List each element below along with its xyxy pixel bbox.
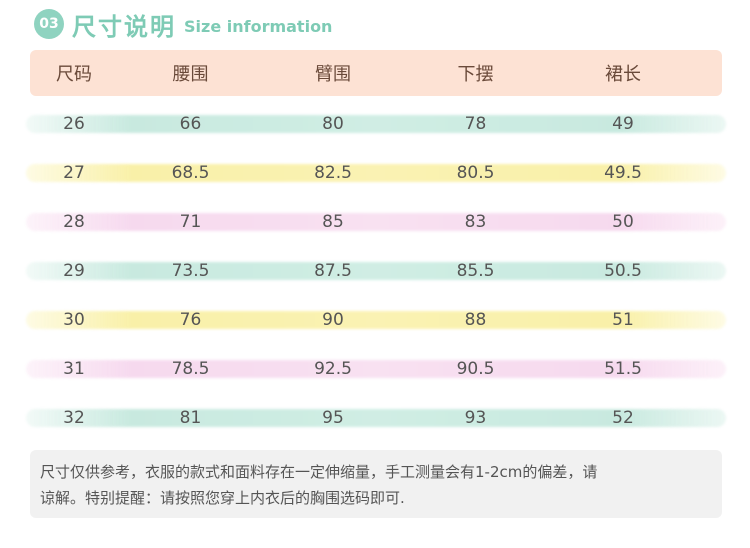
cell-size: 27: [63, 162, 85, 183]
note-line-1: 尺寸仅供参考，衣服的款式和面料存在一定伸缩量，手工测量会有1-2cm的偏差，请: [40, 463, 598, 481]
size-note: 尺寸仅供参考，衣服的款式和面料存在一定伸缩量，手工测量会有1-2cm的偏差，请 …: [30, 450, 722, 518]
header-hem: 下摆: [457, 64, 494, 85]
row-stripe: [26, 311, 726, 329]
row-stripe: [26, 360, 726, 378]
cell-length: 49: [612, 113, 634, 134]
table-row: 27 68.5 82.5 80.5 49.5: [26, 148, 726, 197]
cell-length: 51.5: [604, 358, 642, 379]
section-title-cn: 尺寸说明: [72, 12, 176, 41]
table-row: 31 78.5 92.5 90.5 51.5: [26, 344, 726, 393]
cell-arm: 87.5: [314, 260, 352, 281]
cell-hem: 85.5: [456, 260, 495, 281]
table-row: 26 66 80 78 49: [26, 99, 726, 148]
cell-waist: 76: [179, 309, 202, 330]
row-stripe: [26, 262, 726, 280]
cell-waist: 71: [179, 211, 202, 232]
header-waist: 腰围: [172, 64, 209, 85]
cell-hem: 88: [464, 309, 487, 330]
cell-size: 28: [63, 211, 85, 232]
table-header: 尺码 腰围 臂围 下摆 裙长: [30, 50, 722, 96]
cell-arm: 95: [322, 407, 344, 428]
table-row: 30 76 90 88 51: [26, 295, 726, 344]
cell-arm: 92.5: [314, 358, 352, 379]
row-stripe: [26, 115, 726, 133]
cell-hem: 80.5: [456, 162, 495, 183]
cell-length: 50: [612, 211, 634, 232]
header-size: 尺码: [56, 64, 92, 85]
cell-size: 30: [63, 309, 85, 330]
cell-hem: 93: [464, 407, 487, 428]
cell-length: 52: [612, 407, 634, 428]
cell-length: 51: [612, 309, 634, 330]
cell-waist: 78.5: [171, 358, 210, 379]
cell-length: 50.5: [604, 260, 642, 281]
row-stripe: [26, 409, 726, 427]
cell-waist: 66: [179, 113, 202, 134]
section-number-badge: 03: [34, 9, 64, 39]
table-row: 29 73.5 87.5 85.5 50.5: [26, 246, 726, 295]
cell-waist: 68.5: [171, 162, 210, 183]
header-arm: 臂围: [315, 64, 351, 85]
header-length: 裙长: [605, 64, 641, 85]
cell-waist: 81: [179, 407, 202, 428]
cell-arm: 90: [322, 309, 344, 330]
cell-length: 49.5: [604, 162, 642, 183]
cell-arm: 80: [322, 113, 344, 134]
cell-size: 29: [63, 260, 85, 281]
cell-waist: 73.5: [171, 260, 210, 281]
table-row: 32 81 95 93 52: [26, 393, 726, 442]
note-line-2: 谅解。特别提醒：请按照您穿上内衣后的胸围选码即可.: [40, 489, 405, 507]
cell-hem: 90.5: [456, 358, 495, 379]
cell-size: 31: [63, 358, 85, 379]
row-stripe: [26, 213, 726, 231]
section-title-en: Size information: [184, 16, 333, 36]
size-table-body: 26 66 80 78 49 27 68.5 82.5 80.5 49.5 28…: [26, 99, 726, 442]
cell-arm: 82.5: [314, 162, 352, 183]
cell-size: 26: [63, 113, 85, 134]
cell-hem: 83: [464, 211, 487, 232]
table-row: 28 71 85 83 50: [26, 197, 726, 246]
cell-arm: 85: [322, 211, 344, 232]
section-title: 03 尺寸说明 Size information: [34, 8, 333, 41]
cell-hem: 78: [464, 113, 487, 134]
row-stripe: [26, 164, 726, 182]
cell-size: 32: [63, 407, 85, 428]
